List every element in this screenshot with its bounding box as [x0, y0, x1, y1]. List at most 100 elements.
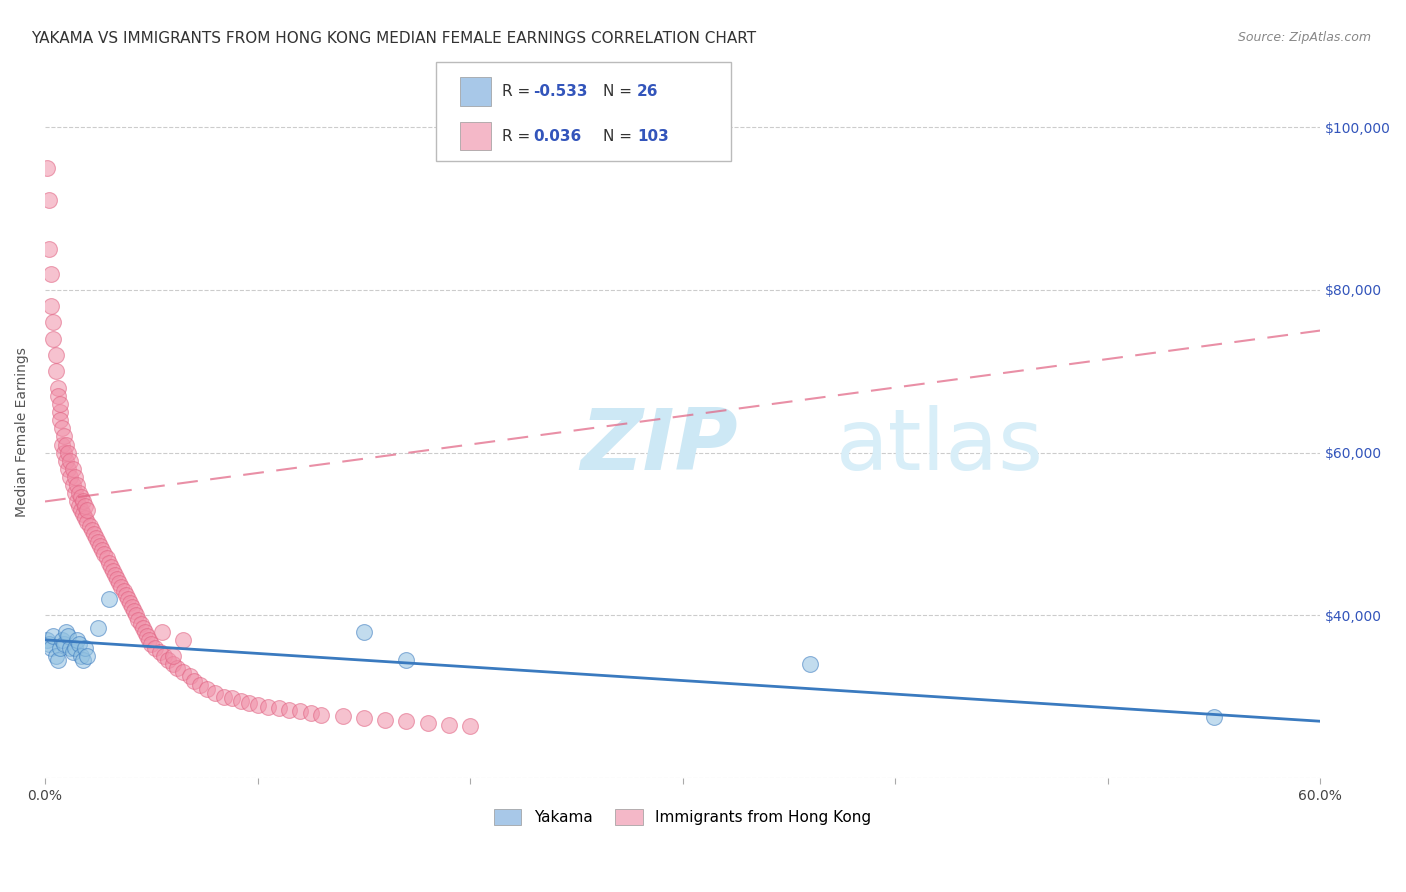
- Point: [72, 507, 94, 521]
- Point: [136, 629, 159, 643]
- Point: [63, 486, 86, 500]
- Point: [129, 616, 152, 631]
- Point: [188, 678, 211, 692]
- Point: [132, 621, 155, 635]
- Point: [141, 637, 163, 651]
- Point: [195, 681, 218, 696]
- Point: [38, 242, 60, 256]
- Text: 0.036: 0.036: [533, 128, 581, 144]
- Point: [70, 649, 93, 664]
- Point: [395, 714, 418, 729]
- Point: [117, 592, 139, 607]
- Text: -0.533: -0.533: [533, 84, 588, 99]
- Point: [67, 486, 90, 500]
- Point: [299, 706, 322, 720]
- Point: [100, 559, 122, 574]
- Point: [437, 717, 460, 731]
- Point: [183, 673, 205, 688]
- Point: [51, 437, 73, 451]
- Text: 26: 26: [637, 84, 658, 99]
- Point: [46, 380, 69, 394]
- Point: [38, 194, 60, 208]
- Point: [162, 649, 184, 664]
- Point: [125, 608, 148, 623]
- Text: R =: R =: [502, 128, 536, 144]
- Point: [80, 523, 103, 537]
- Point: [42, 629, 65, 643]
- Point: [162, 657, 184, 672]
- Point: [138, 632, 160, 647]
- Point: [66, 494, 89, 508]
- Point: [45, 649, 67, 664]
- Point: [62, 478, 84, 492]
- Text: ZIP: ZIP: [581, 405, 738, 488]
- Point: [67, 499, 90, 513]
- Point: [45, 364, 67, 378]
- Point: [108, 575, 131, 590]
- Point: [246, 698, 269, 712]
- Point: [66, 632, 89, 647]
- Point: [70, 502, 93, 516]
- Point: [72, 653, 94, 667]
- Point: [55, 437, 77, 451]
- Point: [45, 348, 67, 362]
- Point: [153, 649, 176, 664]
- Point: [204, 686, 226, 700]
- Point: [35, 161, 58, 175]
- Point: [49, 397, 72, 411]
- Text: 103: 103: [637, 128, 669, 144]
- Point: [1202, 710, 1225, 724]
- Point: [72, 494, 94, 508]
- Point: [179, 669, 201, 683]
- Point: [311, 707, 333, 722]
- Point: [93, 548, 115, 562]
- Point: [66, 478, 89, 492]
- Point: [416, 715, 439, 730]
- Point: [76, 502, 98, 516]
- Point: [49, 405, 72, 419]
- Point: [97, 592, 120, 607]
- Point: [67, 637, 90, 651]
- Point: [172, 665, 194, 680]
- Point: [134, 624, 156, 639]
- Point: [63, 640, 86, 655]
- Point: [118, 596, 141, 610]
- Point: [59, 640, 82, 655]
- Point: [110, 580, 132, 594]
- Point: [799, 657, 821, 672]
- Point: [278, 703, 301, 717]
- Point: [41, 640, 63, 655]
- Point: [97, 556, 120, 570]
- Point: [238, 696, 260, 710]
- Point: [55, 454, 77, 468]
- Point: [76, 515, 98, 529]
- Point: [122, 604, 145, 618]
- Point: [75, 499, 97, 513]
- Point: [38, 637, 60, 651]
- Point: [76, 649, 98, 664]
- Text: N =: N =: [603, 84, 637, 99]
- Point: [79, 519, 101, 533]
- Point: [70, 491, 93, 505]
- Text: R =: R =: [502, 84, 536, 99]
- Point: [46, 653, 69, 667]
- Point: [149, 645, 172, 659]
- Point: [53, 429, 76, 443]
- Point: [128, 613, 150, 627]
- Text: Source: ZipAtlas.com: Source: ZipAtlas.com: [1237, 31, 1371, 45]
- Point: [53, 445, 76, 459]
- Point: [112, 584, 135, 599]
- Point: [374, 713, 396, 727]
- Point: [35, 632, 58, 647]
- Point: [59, 470, 82, 484]
- Point: [51, 421, 73, 435]
- Point: [221, 691, 243, 706]
- Point: [145, 640, 167, 655]
- Point: [41, 299, 63, 313]
- Point: [87, 621, 110, 635]
- Point: [332, 709, 354, 723]
- Point: [49, 413, 72, 427]
- Point: [121, 600, 143, 615]
- Point: [42, 315, 65, 329]
- Point: [212, 690, 235, 704]
